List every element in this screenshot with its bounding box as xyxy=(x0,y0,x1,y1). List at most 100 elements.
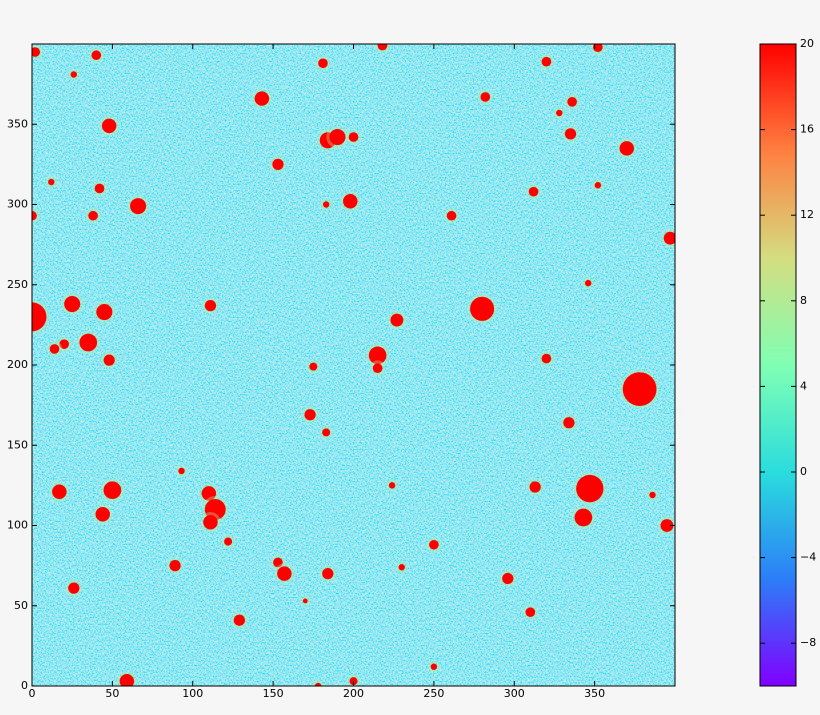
source xyxy=(178,467,185,475)
x-tick-label: 200 xyxy=(343,687,364,700)
source xyxy=(70,71,78,78)
source xyxy=(48,178,55,186)
source xyxy=(480,92,491,102)
source xyxy=(622,372,657,406)
source xyxy=(567,96,577,107)
source xyxy=(322,568,334,580)
x-tick-label: 250 xyxy=(423,687,444,700)
source xyxy=(564,128,577,140)
source xyxy=(541,353,552,364)
source xyxy=(348,132,359,142)
source xyxy=(119,673,135,686)
x-tick-label: 150 xyxy=(263,687,284,700)
source xyxy=(663,231,675,245)
source xyxy=(68,582,80,594)
source xyxy=(204,299,217,312)
y-tick-label: 150 xyxy=(7,438,28,451)
colorbar-tick-label: −8 xyxy=(800,636,816,649)
source xyxy=(322,201,330,208)
colorbar-tick-label: 12 xyxy=(800,208,814,221)
source xyxy=(563,417,575,429)
image xyxy=(32,44,675,686)
source xyxy=(525,607,536,617)
x-tick-label: 0 xyxy=(29,687,36,700)
colorbar-tick-label: 20 xyxy=(800,37,814,50)
source xyxy=(322,428,331,437)
source xyxy=(254,91,270,106)
source xyxy=(59,339,69,349)
x-tick-label: 50 xyxy=(105,687,119,700)
colorbar-tick-label: 16 xyxy=(800,123,814,136)
source xyxy=(619,141,635,156)
source xyxy=(398,564,405,571)
source xyxy=(201,486,217,501)
y-tick-label: 50 xyxy=(14,599,28,612)
source xyxy=(660,519,674,532)
colorbar-tick-label: 0 xyxy=(800,465,807,478)
source xyxy=(390,313,404,327)
colorbar-tick-label: −4 xyxy=(800,551,816,564)
source xyxy=(96,303,113,321)
y-tick-label: 200 xyxy=(7,358,28,371)
colorbar-tick-label: 8 xyxy=(800,294,807,307)
source xyxy=(529,481,541,493)
source xyxy=(103,354,115,366)
sources xyxy=(32,44,675,686)
source xyxy=(95,507,110,522)
source xyxy=(377,44,388,51)
source xyxy=(101,118,117,134)
source xyxy=(594,182,602,189)
source xyxy=(88,210,98,221)
source xyxy=(470,296,495,321)
source xyxy=(224,537,233,546)
source xyxy=(64,295,81,313)
source xyxy=(372,363,383,374)
source xyxy=(593,44,603,53)
source xyxy=(574,508,593,527)
source xyxy=(446,210,457,221)
source xyxy=(429,539,439,550)
colorbar xyxy=(759,43,797,687)
source xyxy=(541,56,552,67)
x-tick-label: 350 xyxy=(584,687,605,700)
source xyxy=(204,499,226,520)
source xyxy=(329,129,346,146)
source xyxy=(169,559,181,572)
source xyxy=(32,302,47,332)
source xyxy=(556,109,563,117)
source xyxy=(343,194,358,209)
source xyxy=(528,186,539,197)
source xyxy=(233,614,245,626)
source xyxy=(388,482,396,489)
source xyxy=(576,474,604,503)
colorbar-tick-label: 4 xyxy=(800,379,807,392)
source xyxy=(430,663,438,670)
source xyxy=(103,481,122,500)
source xyxy=(309,362,318,371)
source xyxy=(502,572,514,585)
source xyxy=(79,333,98,352)
source xyxy=(318,58,328,69)
source xyxy=(314,682,322,686)
source xyxy=(49,344,60,354)
y-tick-label: 100 xyxy=(7,519,28,532)
source xyxy=(32,210,37,221)
source xyxy=(304,409,316,421)
source xyxy=(273,557,283,568)
source xyxy=(302,598,308,604)
source xyxy=(52,484,67,500)
source xyxy=(649,491,656,499)
source xyxy=(32,47,41,57)
y-tick-label: 300 xyxy=(7,198,28,211)
source xyxy=(203,515,218,530)
ticks: 0 50 100 150 200 250 300 3500501001502002503003… xyxy=(7,37,816,700)
x-tick-label: 100 xyxy=(182,687,203,700)
source xyxy=(277,566,292,581)
source xyxy=(94,183,105,194)
background-noise xyxy=(32,44,675,686)
y-tick-label: 250 xyxy=(7,278,28,291)
x-tick-label: 300 xyxy=(504,687,525,700)
y-tick-label: 0 xyxy=(21,679,28,692)
source xyxy=(368,346,387,365)
